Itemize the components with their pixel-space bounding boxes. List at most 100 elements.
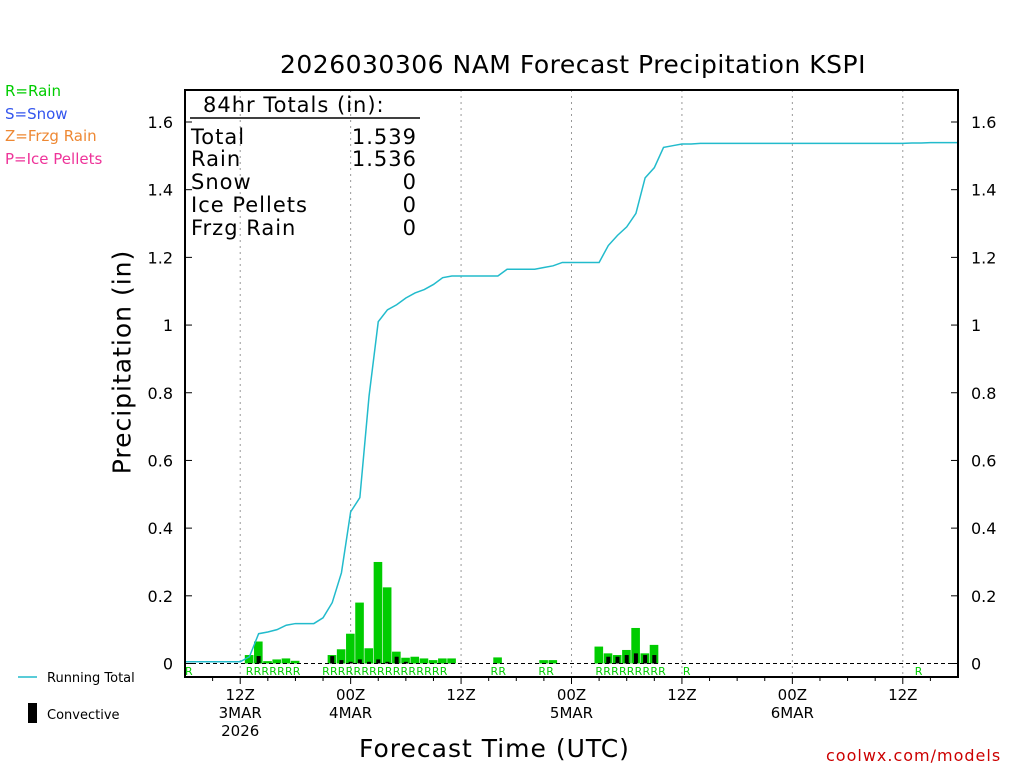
precip-bar-20 bbox=[364, 648, 374, 664]
totals-rain-value: 1.536 bbox=[352, 147, 417, 171]
precip-bar-22 bbox=[382, 587, 392, 664]
totals-snow-value: 0 bbox=[403, 170, 417, 194]
y-tick-label-right-1: 0.2 bbox=[971, 587, 996, 606]
x-tick-label-0-2: 2026 bbox=[221, 722, 259, 740]
running-total-legend-label: Running Total bbox=[47, 671, 135, 686]
y-tick-label-right-0: 0 bbox=[971, 655, 981, 674]
y-tick-label-left-5: 1 bbox=[163, 316, 173, 335]
x-tick-label-1-0: 00Z bbox=[336, 686, 365, 704]
x-tick-label-0-0: 12Z bbox=[226, 686, 255, 704]
y-tick-label-right-6: 1.2 bbox=[971, 248, 996, 267]
precip-bar-18 bbox=[346, 633, 355, 664]
totals-ice-pellets-label: Ice Pellets bbox=[191, 193, 308, 217]
precip-bar-34 bbox=[493, 657, 502, 664]
precip-bar-51 bbox=[649, 644, 659, 664]
y-tick-label-left-4: 0.8 bbox=[148, 384, 173, 403]
legend-ice-pellets: P=Ice Pellets bbox=[5, 150, 103, 168]
totals-total-value: 1.539 bbox=[352, 125, 417, 149]
x-tick-label-3-1: 5MAR bbox=[550, 704, 593, 722]
x-tick-label-2-0: 12Z bbox=[446, 686, 475, 704]
convective-legend-label: Convective bbox=[47, 708, 120, 723]
precip-bar-39 bbox=[539, 660, 548, 664]
ptype-markers: R RRRRRRR RRRRRRRRRRRRRRRR RR RR RRRRRRRRR R R bbox=[185, 665, 923, 678]
y-tick-label-right-2: 0.4 bbox=[971, 519, 996, 538]
y-tick-label-right-4: 0.8 bbox=[971, 384, 996, 403]
precip-bar-21 bbox=[373, 561, 383, 664]
gridlines bbox=[239, 90, 904, 677]
convective-bar-23 bbox=[394, 656, 399, 664]
y-tick-label-left-0: 0 bbox=[163, 655, 173, 674]
x-tick-label-5-0: 00Z bbox=[778, 686, 807, 704]
y-tick-label-right-3: 0.6 bbox=[971, 451, 996, 470]
y-tick-label-left-3: 0.6 bbox=[148, 451, 173, 470]
precip-bar-17 bbox=[336, 649, 346, 664]
ptype-marker-5: RRRRRRRRR bbox=[595, 665, 666, 678]
precip-bar-26 bbox=[419, 658, 429, 664]
ptype-marker-2: RRRRRRRRRRRRRRRR bbox=[322, 665, 448, 678]
precip-bar-45 bbox=[594, 646, 604, 664]
precip-bar-27 bbox=[428, 660, 438, 664]
x-axis-label: Forecast Time (UTC) bbox=[359, 734, 630, 763]
convective-bar-50 bbox=[643, 655, 648, 664]
x-tick-label-4-0: 12Z bbox=[667, 686, 696, 704]
convective-bar-46 bbox=[606, 656, 611, 664]
chart-title: 2026030306 NAM Forecast Precipitation KS… bbox=[280, 50, 866, 79]
precip-bar-7 bbox=[244, 655, 254, 664]
precip-bar-40 bbox=[548, 660, 558, 664]
running-total-line bbox=[185, 141, 958, 663]
totals-frzg-rain-value: 0 bbox=[403, 216, 417, 240]
convective-bar-8 bbox=[256, 656, 261, 664]
y-tick-label-right-8: 1.6 bbox=[971, 113, 996, 132]
y-tick-label-left-8: 1.6 bbox=[148, 113, 173, 132]
totals-snow-label: Snow bbox=[191, 170, 252, 194]
y-tick-label-right-7: 1.4 bbox=[971, 181, 996, 200]
plot-frame bbox=[184, 89, 959, 678]
convective-bar-17 bbox=[339, 660, 344, 664]
y-ticks: 0 00.2 0.20.4 0.40.6 0.60.8 0.81 11.2 1.21.4 1.4… bbox=[148, 113, 997, 674]
totals-ice-pellets-value: 0 bbox=[403, 193, 417, 217]
convective-bar-18 bbox=[348, 661, 353, 664]
precip-bar-9 bbox=[263, 661, 272, 664]
convective-bar-21 bbox=[376, 659, 381, 664]
precip-bar-8 bbox=[254, 641, 263, 664]
precip-bar-24 bbox=[401, 657, 410, 664]
x-tick-label-0-1: 3MAR bbox=[219, 704, 262, 722]
precip-bar-25 bbox=[410, 656, 420, 664]
precip-bar-49 bbox=[631, 627, 640, 664]
legend-freezing-rain: Z=Frzg Rain bbox=[5, 127, 97, 145]
convective-bar-16 bbox=[330, 656, 335, 664]
y-tick-label-right-5: 1 bbox=[971, 316, 981, 335]
x-tick-label-5-1: 6MAR bbox=[771, 704, 814, 722]
totals-rain-label: Rain bbox=[191, 147, 241, 171]
totals-total-label: Total bbox=[190, 125, 245, 149]
site-credit: coolwx.com/models bbox=[826, 746, 1002, 765]
convective-bar-19 bbox=[357, 659, 362, 664]
y-tick-label-left-2: 0.4 bbox=[148, 519, 173, 538]
precip-bars bbox=[244, 561, 659, 664]
x-tick-label-1-1: 4MAR bbox=[329, 704, 372, 722]
convective-bar-24 bbox=[403, 661, 408, 664]
ptype-marker-0: R bbox=[185, 665, 193, 678]
convective-bar-47 bbox=[615, 656, 620, 664]
ptype-marker-3: RR bbox=[491, 665, 507, 678]
ptype-marker-6: R bbox=[683, 665, 691, 678]
convective-bar-20 bbox=[367, 661, 372, 664]
precip-bar-29 bbox=[447, 658, 456, 664]
totals-header: 84hr Totals (in): bbox=[203, 93, 385, 117]
precip-bar-10 bbox=[272, 659, 282, 664]
convective-bar-51 bbox=[652, 655, 657, 664]
precip-bar-12 bbox=[290, 660, 300, 664]
convective-bars bbox=[256, 653, 657, 664]
y-tick-label-left-1: 0.2 bbox=[148, 587, 173, 606]
bottom-legend: Running Total Convective bbox=[18, 671, 135, 723]
x-tick-label-3-0: 00Z bbox=[557, 686, 586, 704]
ptype-marker-4: RR bbox=[538, 665, 554, 678]
legend-rain: R=Rain bbox=[5, 82, 61, 100]
legend-snow: S=Snow bbox=[5, 105, 68, 123]
convective-swatch bbox=[28, 703, 37, 723]
y-tick-label-left-7: 1.4 bbox=[148, 181, 173, 200]
x-tick-label-6-0: 12Z bbox=[888, 686, 917, 704]
convective-bar-48 bbox=[624, 655, 629, 664]
